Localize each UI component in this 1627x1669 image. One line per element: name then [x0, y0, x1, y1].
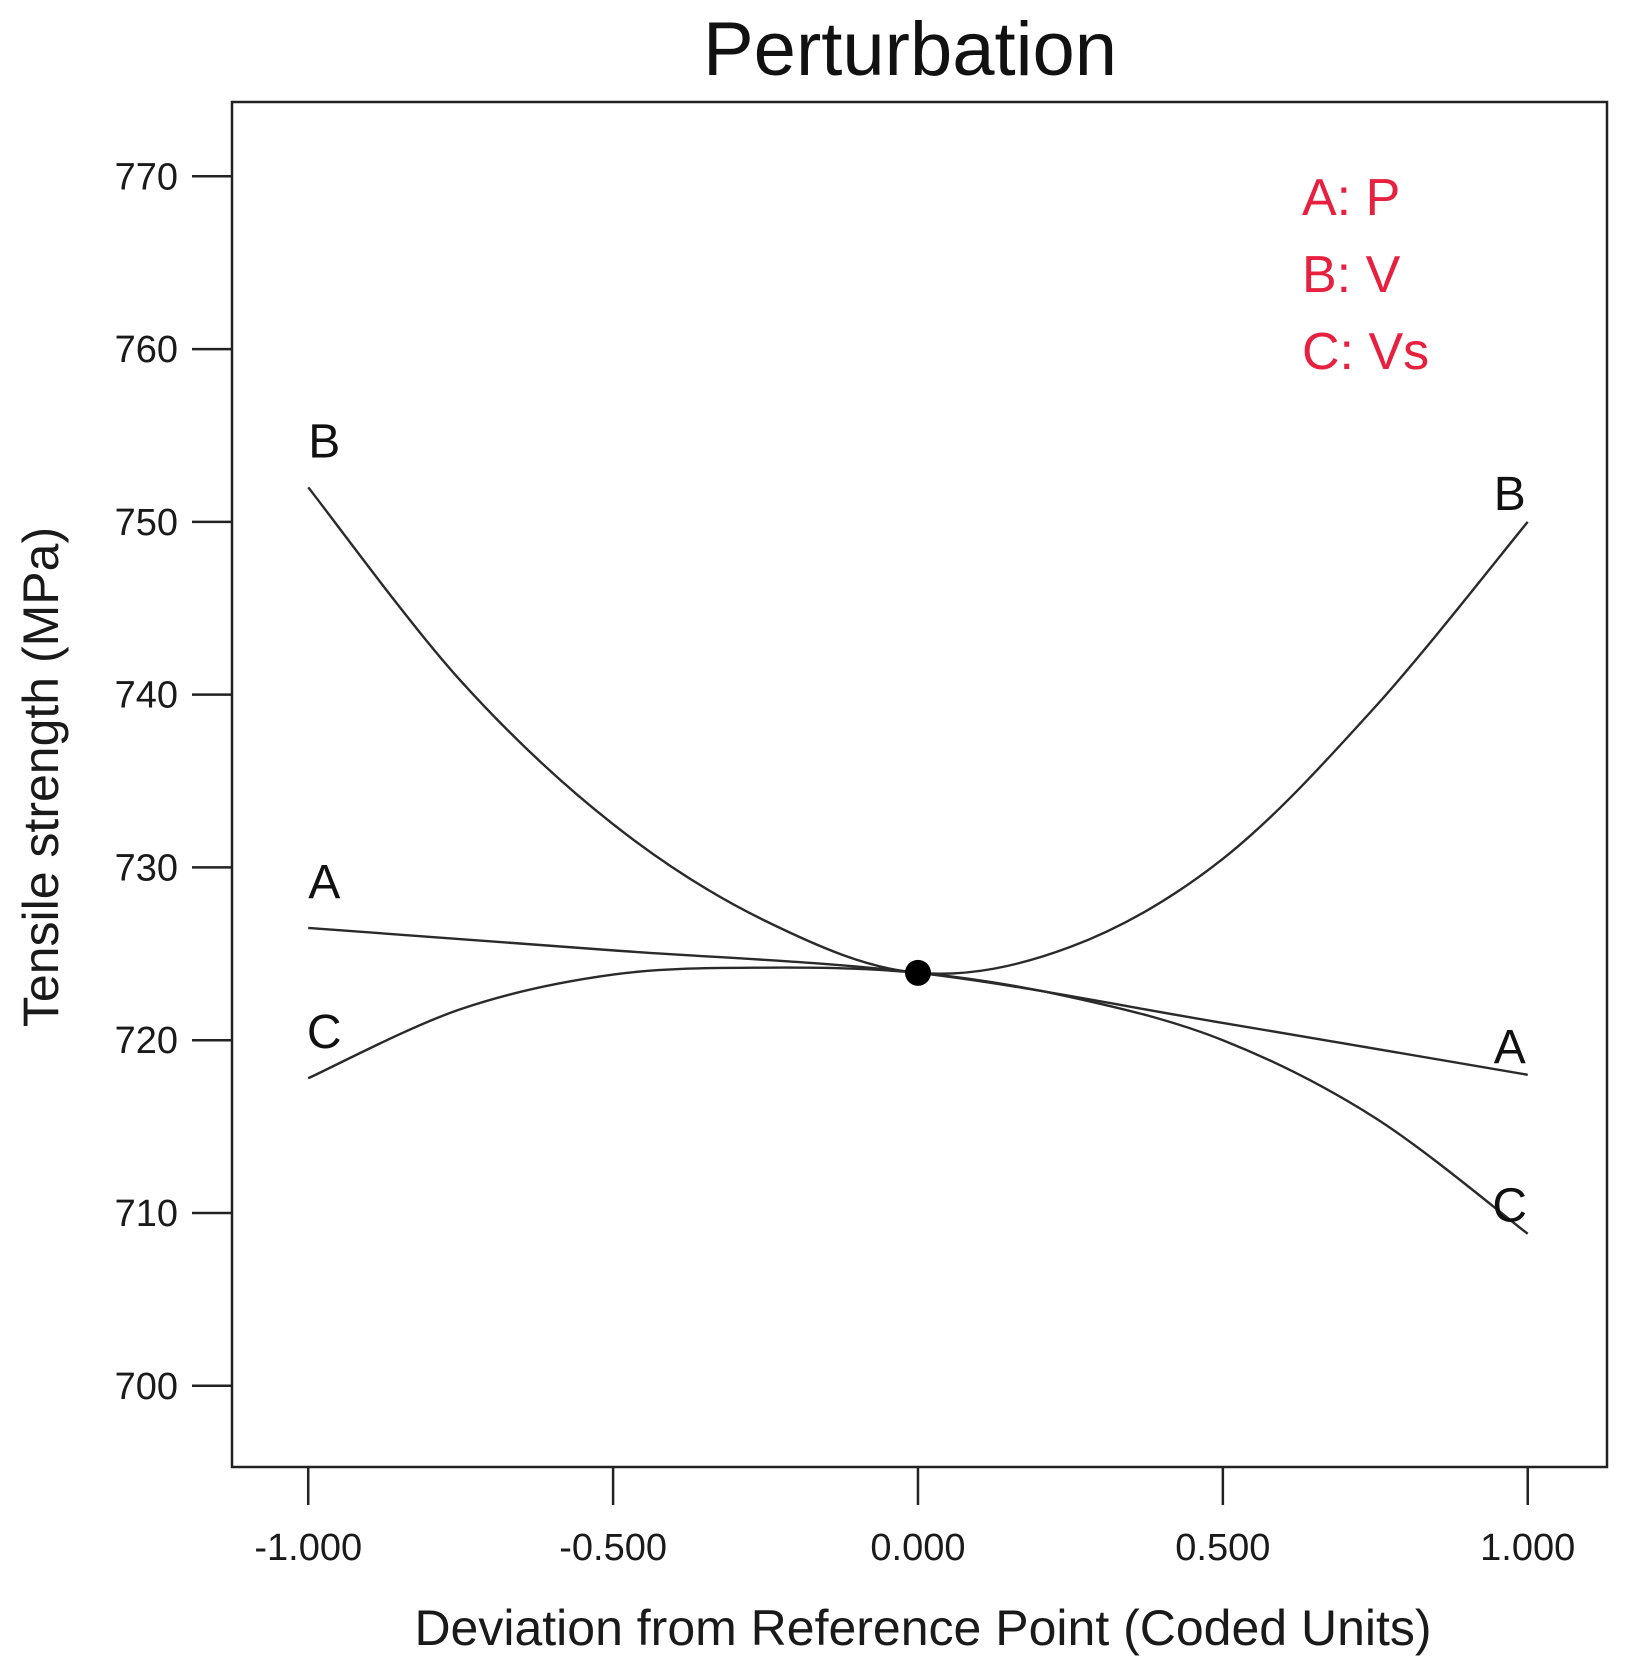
curve-c — [307, 966, 1529, 1235]
curve-label-c-end: C — [1492, 1180, 1527, 1233]
curve-label-a-start: A — [308, 856, 340, 909]
chart-title: Perturbation — [703, 7, 1117, 92]
y-tick-label: 760 — [115, 329, 178, 371]
legend-entry-a: A: P — [1302, 169, 1400, 227]
curve-b — [307, 486, 1529, 975]
legend: A: P B: V C: Vs — [1302, 169, 1429, 381]
x-tick-label: 0.500 — [1175, 1527, 1270, 1569]
x-tick-label: -0.500 — [559, 1527, 667, 1569]
curves — [307, 486, 1529, 1235]
x-tick-label: 1.000 — [1480, 1527, 1575, 1569]
y-tick-label: 710 — [115, 1193, 178, 1235]
y-tick-label: 770 — [115, 156, 178, 198]
y-axis: 700 710 720 730 740 750 760 770 — [115, 156, 232, 1408]
y-tick-label: 750 — [115, 502, 178, 544]
y-tick-label: 700 — [115, 1366, 178, 1408]
x-tick-label: 0.000 — [870, 1527, 965, 1569]
reference-point-marker — [904, 959, 931, 986]
legend-entry-b: B: V — [1302, 246, 1401, 304]
x-axis-title: Deviation from Reference Point (Coded Un… — [414, 1600, 1431, 1656]
curve-labels: A A B B C C — [307, 415, 1527, 1232]
curve-label-b-start: B — [308, 415, 340, 468]
plot-frame — [230, 100, 1609, 1469]
y-axis-title: Tensile strength (MPa) — [13, 527, 69, 1027]
x-axis: -1.000 -0.500 0.000 0.500 1.000 — [254, 1467, 1575, 1569]
curve-label-a-end: A — [1494, 1021, 1526, 1074]
curve-a — [308, 926, 1528, 1076]
y-tick-label: 730 — [115, 847, 178, 889]
y-tick-label: 740 — [115, 675, 178, 717]
curve-label-c-start: C — [307, 1006, 342, 1059]
legend-entry-c: C: Vs — [1302, 323, 1429, 381]
x-tick-label: -1.000 — [254, 1527, 362, 1569]
y-tick-label: 720 — [115, 1020, 178, 1062]
curve-label-b-end: B — [1494, 468, 1526, 521]
